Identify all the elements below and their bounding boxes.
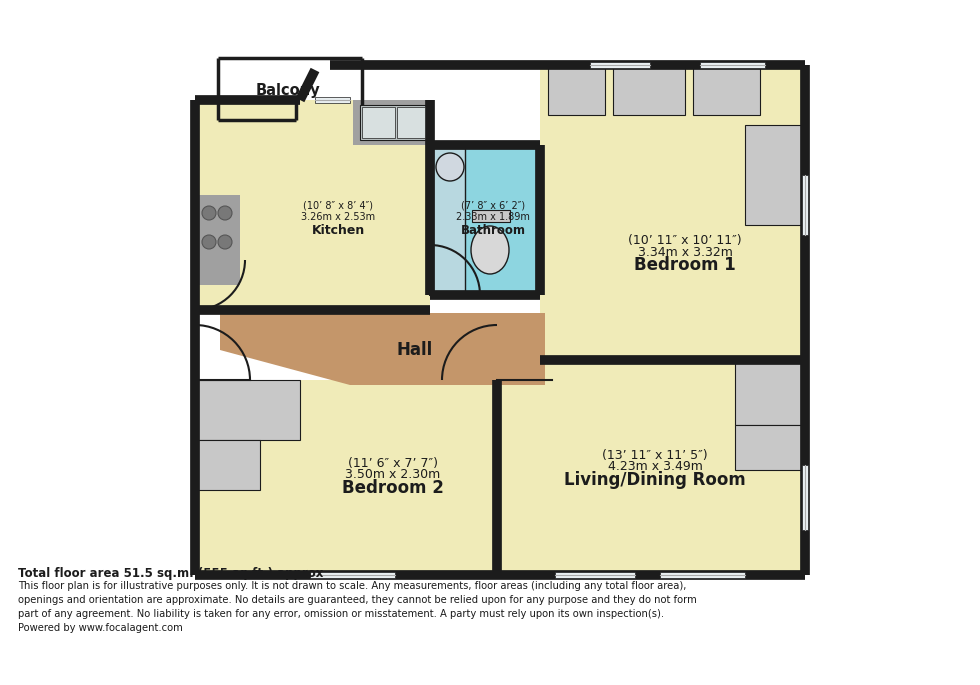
Bar [195, 195, 240, 285]
Bar [195, 380, 497, 575]
Bar [360, 105, 426, 140]
Bar [660, 572, 745, 578]
Bar [195, 380, 300, 440]
Bar [540, 65, 805, 360]
Text: This floor plan is for illustrative purposes only. It is not drawn to scale. Any: This floor plan is for illustrative purp… [18, 581, 686, 591]
Text: 3.50m x 2.30m: 3.50m x 2.30m [345, 469, 441, 482]
Text: 3.26m x 2.53m: 3.26m x 2.53m [301, 212, 375, 222]
Text: (7’ 8″ x 6’ 2″): (7’ 8″ x 6’ 2″) [461, 200, 525, 210]
Bar [735, 360, 805, 425]
Text: Total floor area 51.5 sq.m. (555 sq.ft.) approx: Total floor area 51.5 sq.m. (555 sq.ft.)… [18, 567, 323, 580]
Bar [353, 100, 430, 145]
Text: Kitchen: Kitchen [312, 223, 365, 236]
Bar [362, 107, 395, 138]
Bar [555, 572, 635, 578]
Text: openings and orientation are approximate. No details are guaranteed, they cannot: openings and orientation are approximate… [18, 595, 697, 605]
Bar [613, 65, 685, 115]
Bar [700, 62, 765, 68]
Bar [802, 175, 808, 235]
Text: Bedroom 1: Bedroom 1 [634, 256, 736, 274]
Bar [310, 572, 395, 578]
Text: (11’ 6″ x 7’ 7″): (11’ 6″ x 7’ 7″) [348, 456, 438, 469]
Polygon shape [220, 313, 545, 385]
Text: Powered by www.focalagent.com: Powered by www.focalagent.com [18, 623, 182, 633]
Bar [745, 125, 805, 225]
Text: Living/Dining Room: Living/Dining Room [564, 471, 746, 489]
Circle shape [202, 206, 216, 220]
Text: (10’ 11″ x 10’ 11″): (10’ 11″ x 10’ 11″) [628, 234, 742, 247]
Bar [195, 440, 260, 490]
Text: Balcony: Balcony [256, 82, 320, 97]
Text: (10’ 8″ x 8’ 4″): (10’ 8″ x 8’ 4″) [303, 200, 373, 210]
Bar [735, 425, 805, 470]
Text: Hall: Hall [397, 341, 433, 359]
Bar [497, 360, 805, 575]
Bar [218, 58, 362, 120]
Bar [195, 100, 430, 310]
Circle shape [436, 153, 464, 181]
Bar [397, 107, 425, 138]
Text: 3.34m x 3.32m: 3.34m x 3.32m [638, 245, 732, 258]
Circle shape [202, 235, 216, 249]
Bar [315, 97, 350, 103]
Bar [430, 145, 540, 295]
Bar [548, 65, 605, 115]
Bar [802, 465, 808, 530]
Bar [472, 210, 510, 222]
Text: part of any agreement. No liability is taken for any error, omission or misstate: part of any agreement. No liability is t… [18, 609, 664, 619]
Text: 2.33m x 1.89m: 2.33m x 1.89m [456, 212, 530, 222]
Text: Bathroom: Bathroom [461, 223, 525, 236]
Bar [693, 65, 760, 115]
Text: (13’ 11″ x 11’ 5″): (13’ 11″ x 11’ 5″) [602, 449, 708, 462]
Ellipse shape [471, 226, 509, 274]
Circle shape [218, 235, 232, 249]
Circle shape [218, 206, 232, 220]
Text: 4.23m x 3.49m: 4.23m x 3.49m [608, 460, 703, 473]
Bar [433, 148, 465, 292]
Text: Bedroom 2: Bedroom 2 [342, 479, 444, 497]
Bar [590, 62, 650, 68]
